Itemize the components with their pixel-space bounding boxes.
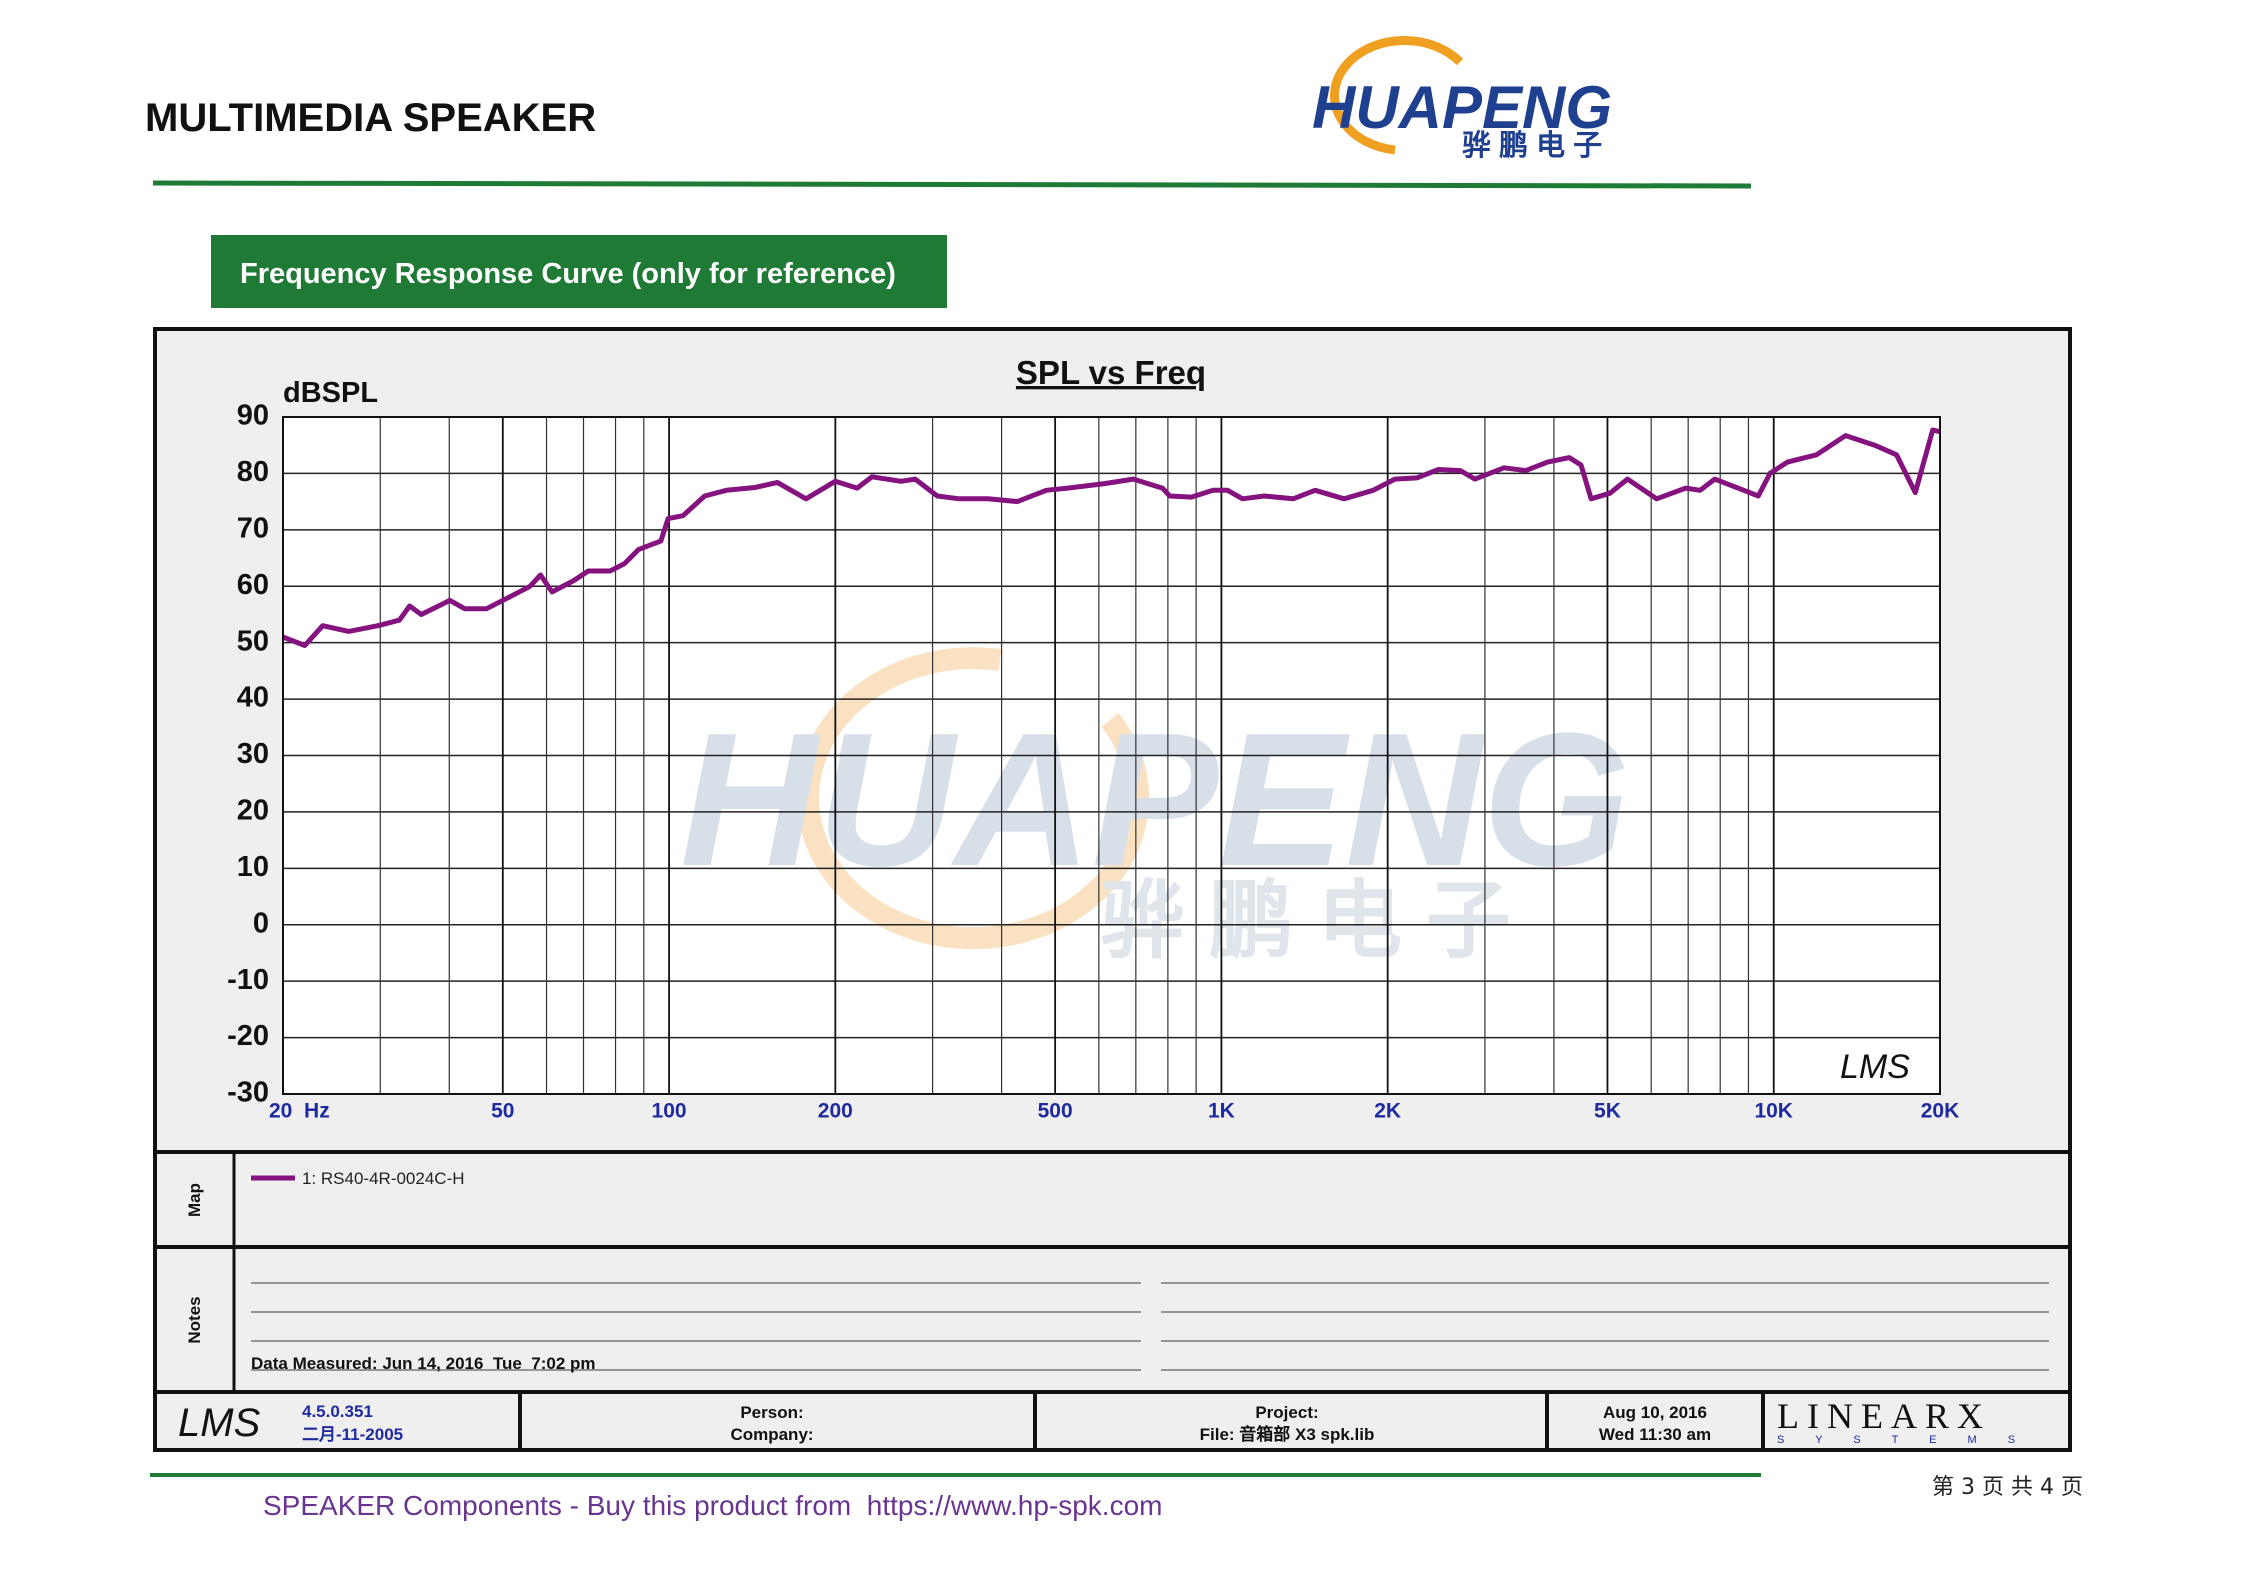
project: Project: (1255, 1403, 1318, 1422)
section-box (211, 235, 947, 308)
section-title: Frequency Response Curve (only for refer… (240, 258, 896, 290)
file: File: 音箱部 X3 spk.lib (1200, 1424, 1375, 1444)
watermark: HUAPENG 骅 鹏 电 子 (680, 647, 1630, 969)
y-tick-label: 20 (237, 795, 269, 827)
company: Company: (730, 1425, 813, 1444)
legend-label: 1: RS40-4R-0024C-H (302, 1169, 465, 1188)
y-tick-label: 80 (237, 456, 269, 488)
x-tick-label: 50 (491, 1100, 514, 1123)
y-tick-label: 90 (237, 400, 269, 432)
x-tick-label: 100 (652, 1100, 687, 1123)
map-label: Map (185, 1183, 204, 1217)
y-tick-label: 50 (237, 625, 269, 657)
x-tick-label: 5K (1594, 1100, 1621, 1123)
y-tick-label: 10 (237, 851, 269, 883)
measured-date: Data Measured: Jun 14, 2016 Tue 7:02 pm (251, 1354, 596, 1373)
y-tick-label: -10 (227, 964, 269, 996)
x-tick-label: 2K (1374, 1100, 1401, 1123)
watermark-arc (797, 647, 1150, 950)
x-tick-label: 10K (1754, 1100, 1793, 1123)
watermark-text: HUAPENG (680, 694, 1630, 906)
x-tick-label: 1K (1208, 1100, 1235, 1123)
version-date: 二月-11-2005 (302, 1425, 403, 1444)
notes-label: Notes (185, 1296, 204, 1343)
y-tick-label: 40 (237, 682, 269, 714)
x-tick-label: 500 (1038, 1100, 1073, 1123)
brand-sub: S Y S T E M S (1777, 1434, 2029, 1446)
response-curve (282, 427, 1941, 648)
lms-mark: LMS (1840, 1048, 1910, 1086)
brand: LINEARX (1777, 1396, 1991, 1436)
logo-arc (1330, 36, 1464, 155)
x-tick-label: 200 (818, 1100, 853, 1123)
curve-layer (282, 427, 1941, 648)
y-axis-label: dBSPL (283, 377, 378, 409)
y-tick-label: -20 (227, 1020, 269, 1052)
watermark-cn: 骅 鹏 电 子 (1100, 874, 1511, 969)
logo-text: HUAPENG (1312, 74, 1612, 141)
y-tick-label: 70 (237, 512, 269, 544)
y-tick-label: 30 (237, 738, 269, 770)
logo-cn: 骅 鹏 电 子 (1462, 129, 1602, 162)
report-date: Aug 10, 2016 (1603, 1403, 1707, 1422)
x-tick-label: 20K (1921, 1100, 1960, 1123)
person: Person: (740, 1403, 803, 1422)
page-number: 第 3 页 共 4 页 (1932, 1475, 2083, 1500)
ticks: -30 -20 -10 0 10 20 30 40 50 60 70 80 90 20 Hz 50 100 20… (227, 400, 1959, 1123)
chart-title: SPL vs Freq (1016, 354, 1206, 391)
version: 4.5.0.351 (302, 1402, 373, 1421)
note-lines (251, 1282, 2049, 1371)
plot-border (282, 416, 1941, 1095)
header-rule (152, 180, 1752, 189)
lms-logo: LMS (178, 1401, 261, 1445)
x-tick-label: 20 Hz (269, 1100, 330, 1123)
y-tick-label: 60 (237, 569, 269, 601)
report-time: Wed 11:30 am (1599, 1425, 1711, 1444)
doc-title: MULTIMEDIA SPEAKER (145, 96, 596, 140)
table-dividers (518, 1392, 1765, 1450)
footer-text: SPEAKER Components - Buy this product fr… (263, 1490, 1162, 1521)
y-tick-label: -30 (227, 1077, 269, 1109)
y-tick-label: 0 (253, 907, 269, 939)
